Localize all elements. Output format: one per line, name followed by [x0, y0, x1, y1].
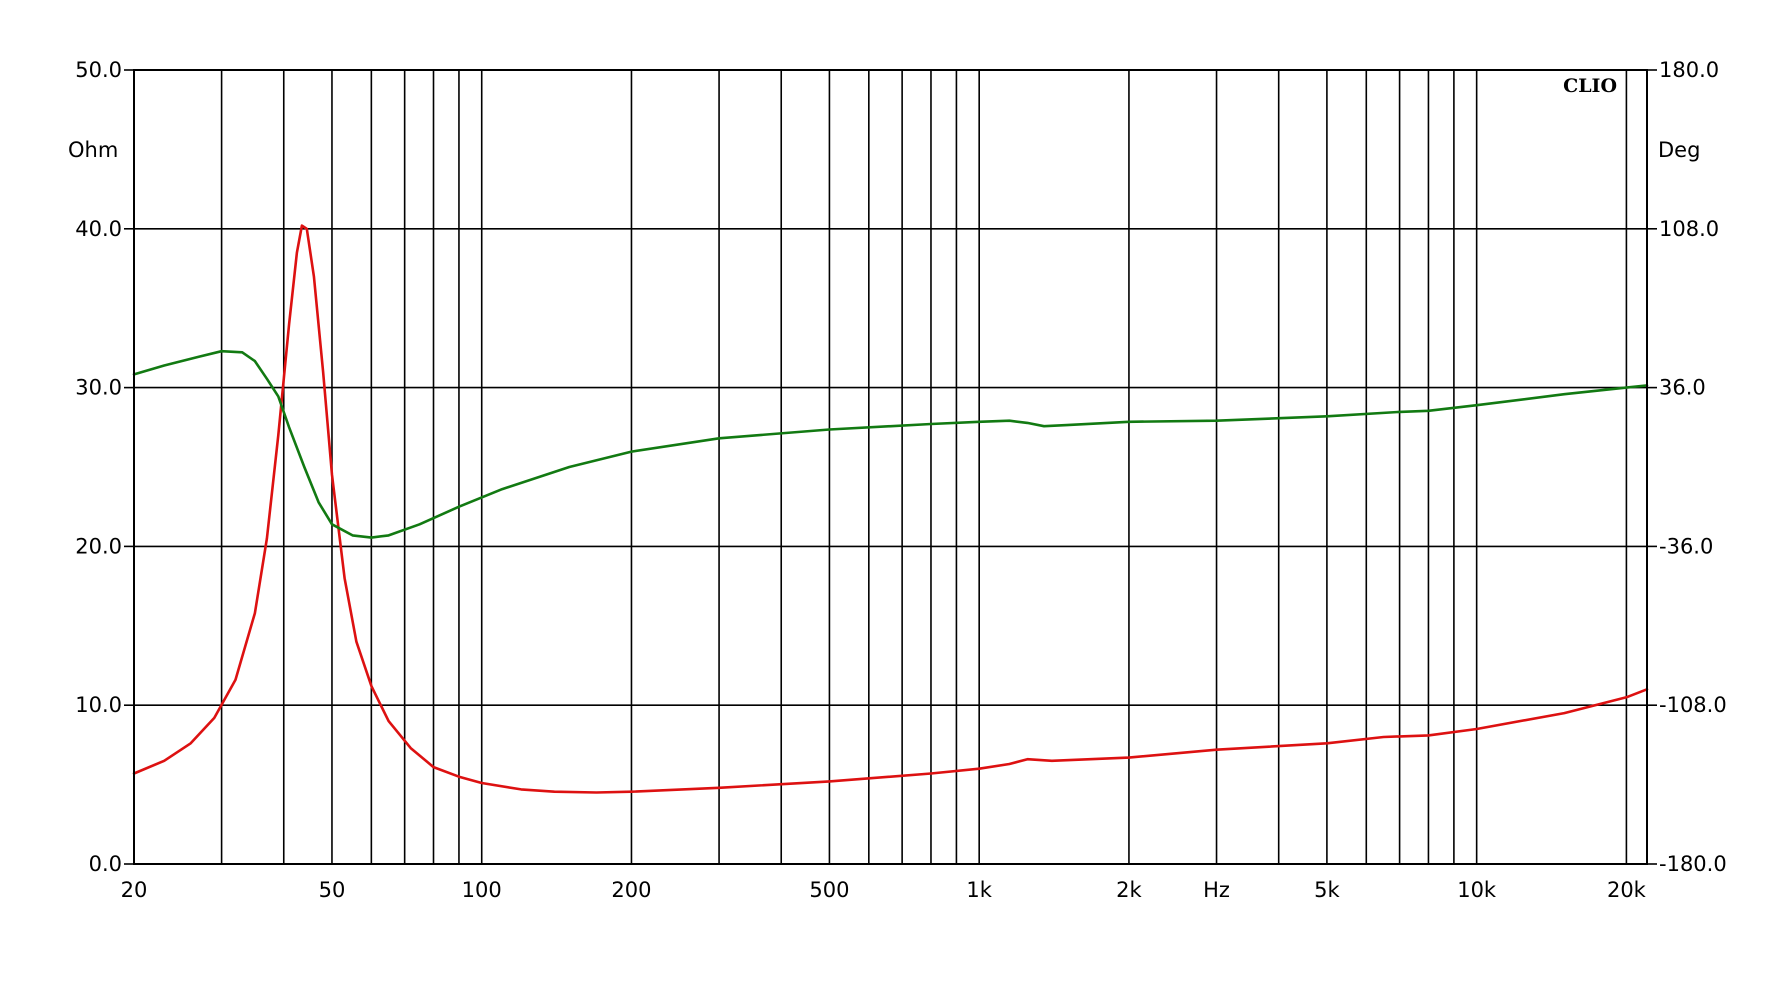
right-axis-tick-label: -108.0 [1659, 693, 1727, 717]
left-axis-ticks: 0.0 10.0 20.0 30.0 40.0 50.0 [75, 58, 134, 876]
right-axis-unit: Deg [1658, 138, 1700, 162]
clio-brand-logo: CLIO [1563, 75, 1617, 97]
left-axis-tick-label: 50.0 [75, 58, 122, 82]
x-axis-tick-label: 5k [1314, 878, 1340, 902]
left-axis-tick-label: 10.0 [75, 693, 122, 717]
right-axis-tick-label: -180.0 [1659, 852, 1727, 876]
x-axis-tick-label: 2k [1116, 878, 1142, 902]
left-axis-tick-label: 20.0 [75, 534, 122, 558]
left-axis-tick-label: 0.0 [89, 852, 122, 876]
plot-series [132, 224, 1649, 794]
plot-frame [133, 69, 1648, 865]
x-axis-tick-label: 50 [319, 878, 346, 902]
x-axis-tick-label: 20 [121, 878, 148, 902]
right-axis-tick-label: -36.0 [1659, 534, 1713, 558]
x-axis-tick-label: 200 [611, 878, 651, 902]
right-axis-tick-label: 180.0 [1659, 58, 1719, 82]
right-axis-ticks: -180.0 -108.0 -36.0 36.0 108.0 180.0 [1647, 58, 1727, 876]
horizontal-grid [134, 228, 1647, 707]
right-axis-tick-label: 36.0 [1659, 376, 1706, 400]
left-axis-tick-label: 30.0 [75, 376, 122, 400]
x-axis-tick-label: 1k [966, 878, 992, 902]
right-axis-tick-label: 108.0 [1659, 217, 1719, 241]
left-axis-unit: Ohm [68, 138, 118, 162]
x-axis-tick-label: 20k [1607, 878, 1647, 902]
vertical-grid [220, 70, 1628, 864]
x-axis-tick-label: 500 [809, 878, 849, 902]
series-line-phase [132, 349, 1649, 539]
x-axis-tick-label: 100 [462, 878, 502, 902]
left-axis-tick-label: 40.0 [75, 217, 122, 241]
x-axis-ticks: 20 50 100 200 500 1k 2k 5k 10k 20k [121, 878, 1647, 902]
series-line-impedance [132, 224, 1649, 794]
x-axis-tick-label: 10k [1457, 878, 1497, 902]
x-axis-unit: Hz [1203, 878, 1230, 902]
